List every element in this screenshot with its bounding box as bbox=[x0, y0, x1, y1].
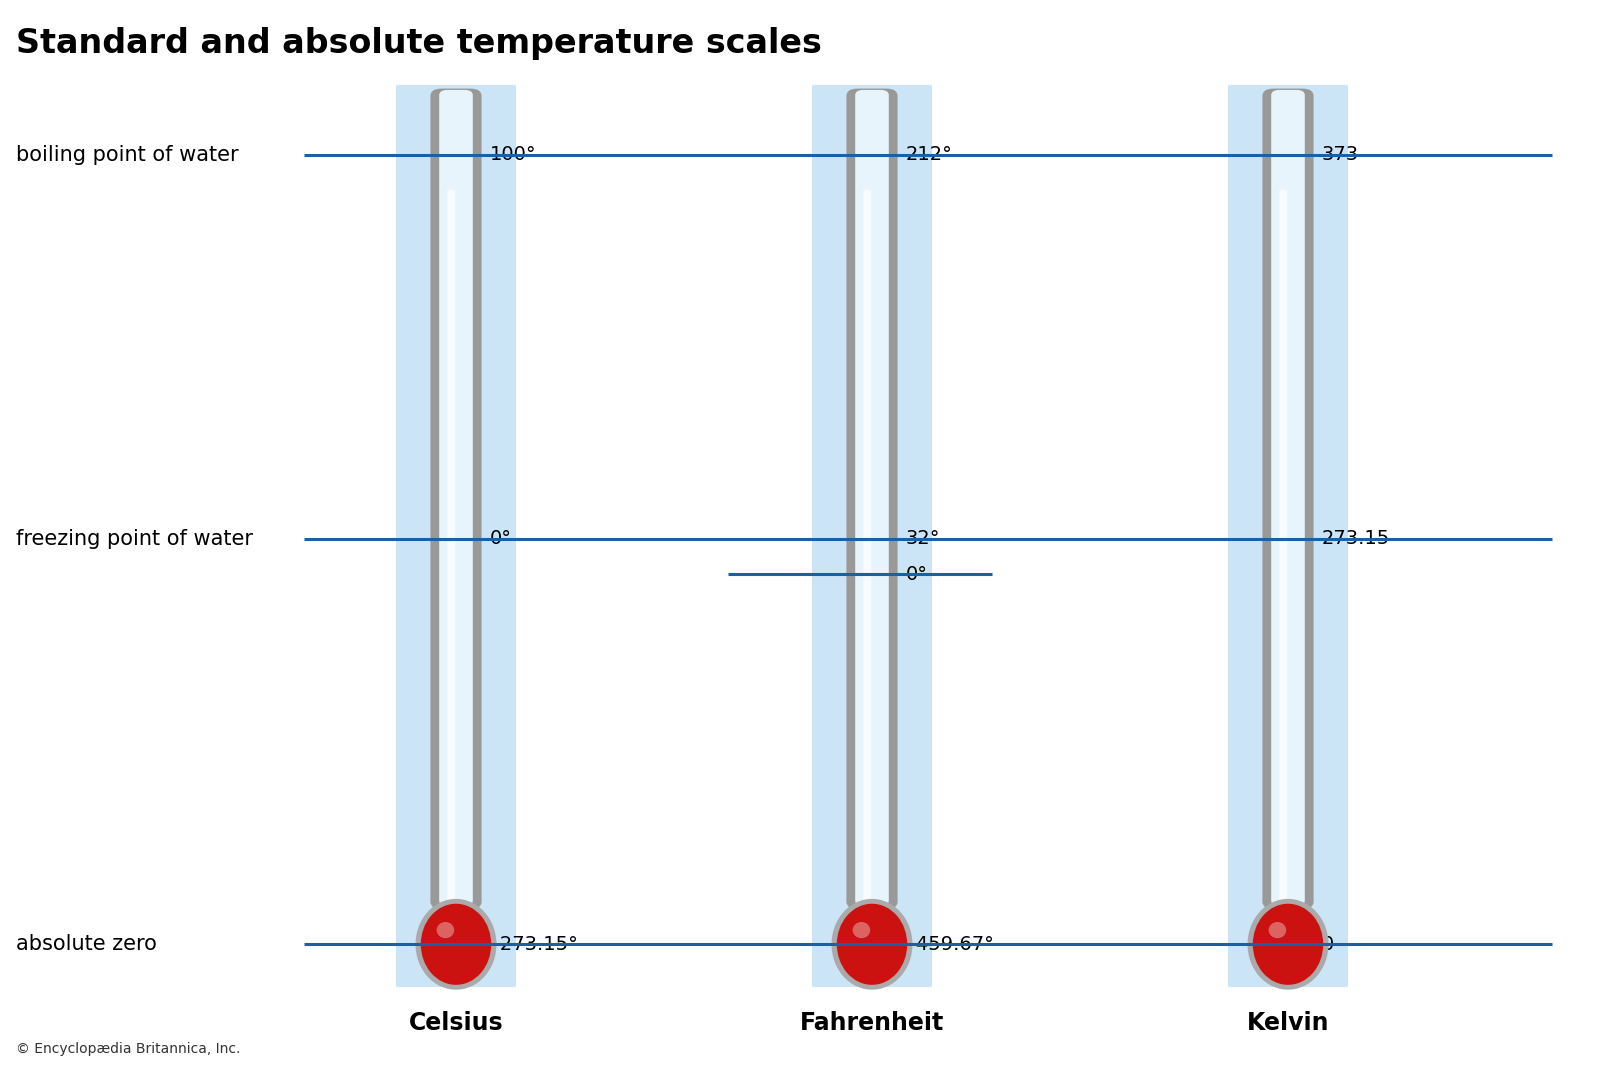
Text: Standard and absolute temperature scales: Standard and absolute temperature scales bbox=[16, 27, 822, 60]
Text: 273.15: 273.15 bbox=[1322, 529, 1390, 548]
Text: 0°: 0° bbox=[906, 564, 928, 584]
Text: Kelvin: Kelvin bbox=[1246, 1012, 1330, 1035]
Text: freezing point of water: freezing point of water bbox=[16, 529, 253, 548]
FancyBboxPatch shape bbox=[1280, 190, 1288, 901]
Text: –459.67°: –459.67° bbox=[906, 935, 994, 954]
FancyBboxPatch shape bbox=[430, 89, 482, 909]
Ellipse shape bbox=[437, 922, 454, 938]
Text: 0°: 0° bbox=[490, 529, 512, 548]
FancyBboxPatch shape bbox=[446, 190, 456, 901]
FancyBboxPatch shape bbox=[438, 90, 474, 906]
Ellipse shape bbox=[837, 904, 907, 985]
Text: 373: 373 bbox=[1322, 145, 1358, 164]
Text: 212°: 212° bbox=[906, 145, 952, 164]
Ellipse shape bbox=[853, 922, 870, 938]
Text: Fahrenheit: Fahrenheit bbox=[800, 1012, 944, 1035]
Ellipse shape bbox=[1253, 904, 1323, 985]
FancyBboxPatch shape bbox=[1262, 89, 1314, 909]
Ellipse shape bbox=[1269, 922, 1286, 938]
Text: 32°: 32° bbox=[906, 529, 941, 548]
FancyBboxPatch shape bbox=[1272, 90, 1306, 906]
Text: absolute zero: absolute zero bbox=[16, 935, 157, 954]
Ellipse shape bbox=[421, 904, 491, 985]
Text: 100°: 100° bbox=[490, 145, 536, 164]
Text: –273.15°: –273.15° bbox=[490, 935, 578, 954]
Text: Celsius: Celsius bbox=[408, 1012, 504, 1035]
FancyBboxPatch shape bbox=[846, 89, 898, 909]
Ellipse shape bbox=[1248, 898, 1328, 990]
FancyBboxPatch shape bbox=[856, 90, 890, 906]
Text: © Encyclopædia Britannica, Inc.: © Encyclopædia Britannica, Inc. bbox=[16, 1042, 240, 1056]
Text: 0: 0 bbox=[1322, 935, 1334, 954]
FancyBboxPatch shape bbox=[864, 190, 872, 901]
Text: boiling point of water: boiling point of water bbox=[16, 145, 238, 164]
FancyBboxPatch shape bbox=[1229, 85, 1347, 987]
Ellipse shape bbox=[832, 898, 912, 990]
Ellipse shape bbox=[416, 898, 496, 990]
FancyBboxPatch shape bbox=[395, 85, 515, 987]
FancyBboxPatch shape bbox=[813, 85, 931, 987]
